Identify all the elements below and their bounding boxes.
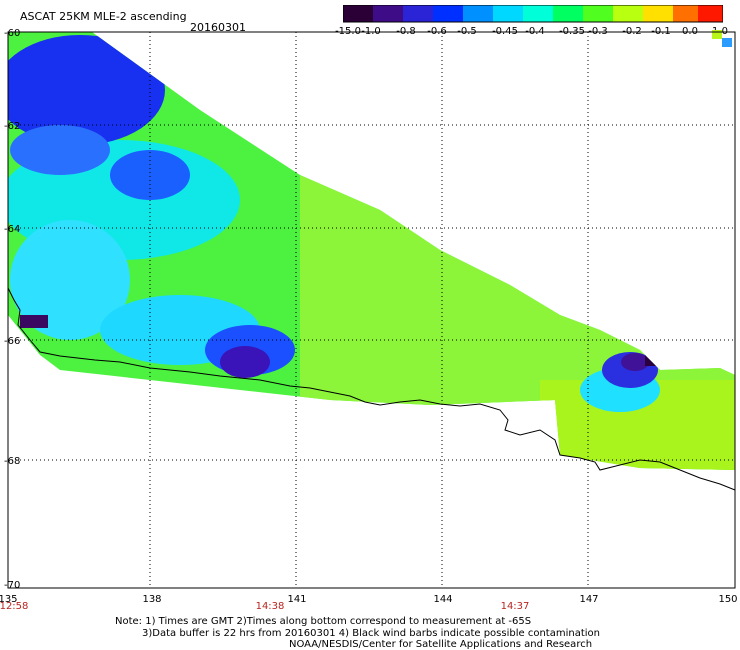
lat-label-66: -66 bbox=[4, 336, 21, 347]
time-label-1: 12:58 bbox=[0, 601, 29, 612]
lon-label-135: 135 bbox=[0, 594, 18, 605]
time-label-3: 14:37 bbox=[500, 601, 530, 612]
lat-label-60: -60 bbox=[4, 28, 21, 39]
map-date: 20160301 bbox=[190, 21, 246, 34]
lat-label-62: -62 bbox=[4, 121, 21, 132]
lon-label-147: 147 bbox=[579, 594, 599, 605]
lon-label-150: 150 bbox=[718, 594, 738, 605]
lat-label-70: -70 bbox=[4, 580, 21, 591]
note-line-3: NOAA/NESDIS/Center for Satellite Applica… bbox=[289, 639, 593, 650]
note-line-1: Note: 1) Times are GMT 2)Times along bot… bbox=[115, 616, 532, 627]
lon-label-141: 141 bbox=[287, 594, 307, 605]
coastline bbox=[7, 287, 736, 491]
lon-label-144: 144 bbox=[433, 594, 453, 605]
lat-label-64: -64 bbox=[4, 224, 21, 235]
map-title: ASCAT 25KM MLE-2 ascending bbox=[20, 10, 187, 23]
note-line-2: 3)Data buffer is 22 hrs from 20160301 4)… bbox=[142, 628, 600, 639]
colorbar bbox=[343, 5, 723, 23]
lon-label-138: 138 bbox=[142, 594, 162, 605]
time-label-2: 14:38 bbox=[255, 601, 285, 612]
lat-label-68: -68 bbox=[4, 456, 21, 467]
map-grid bbox=[8, 32, 735, 588]
